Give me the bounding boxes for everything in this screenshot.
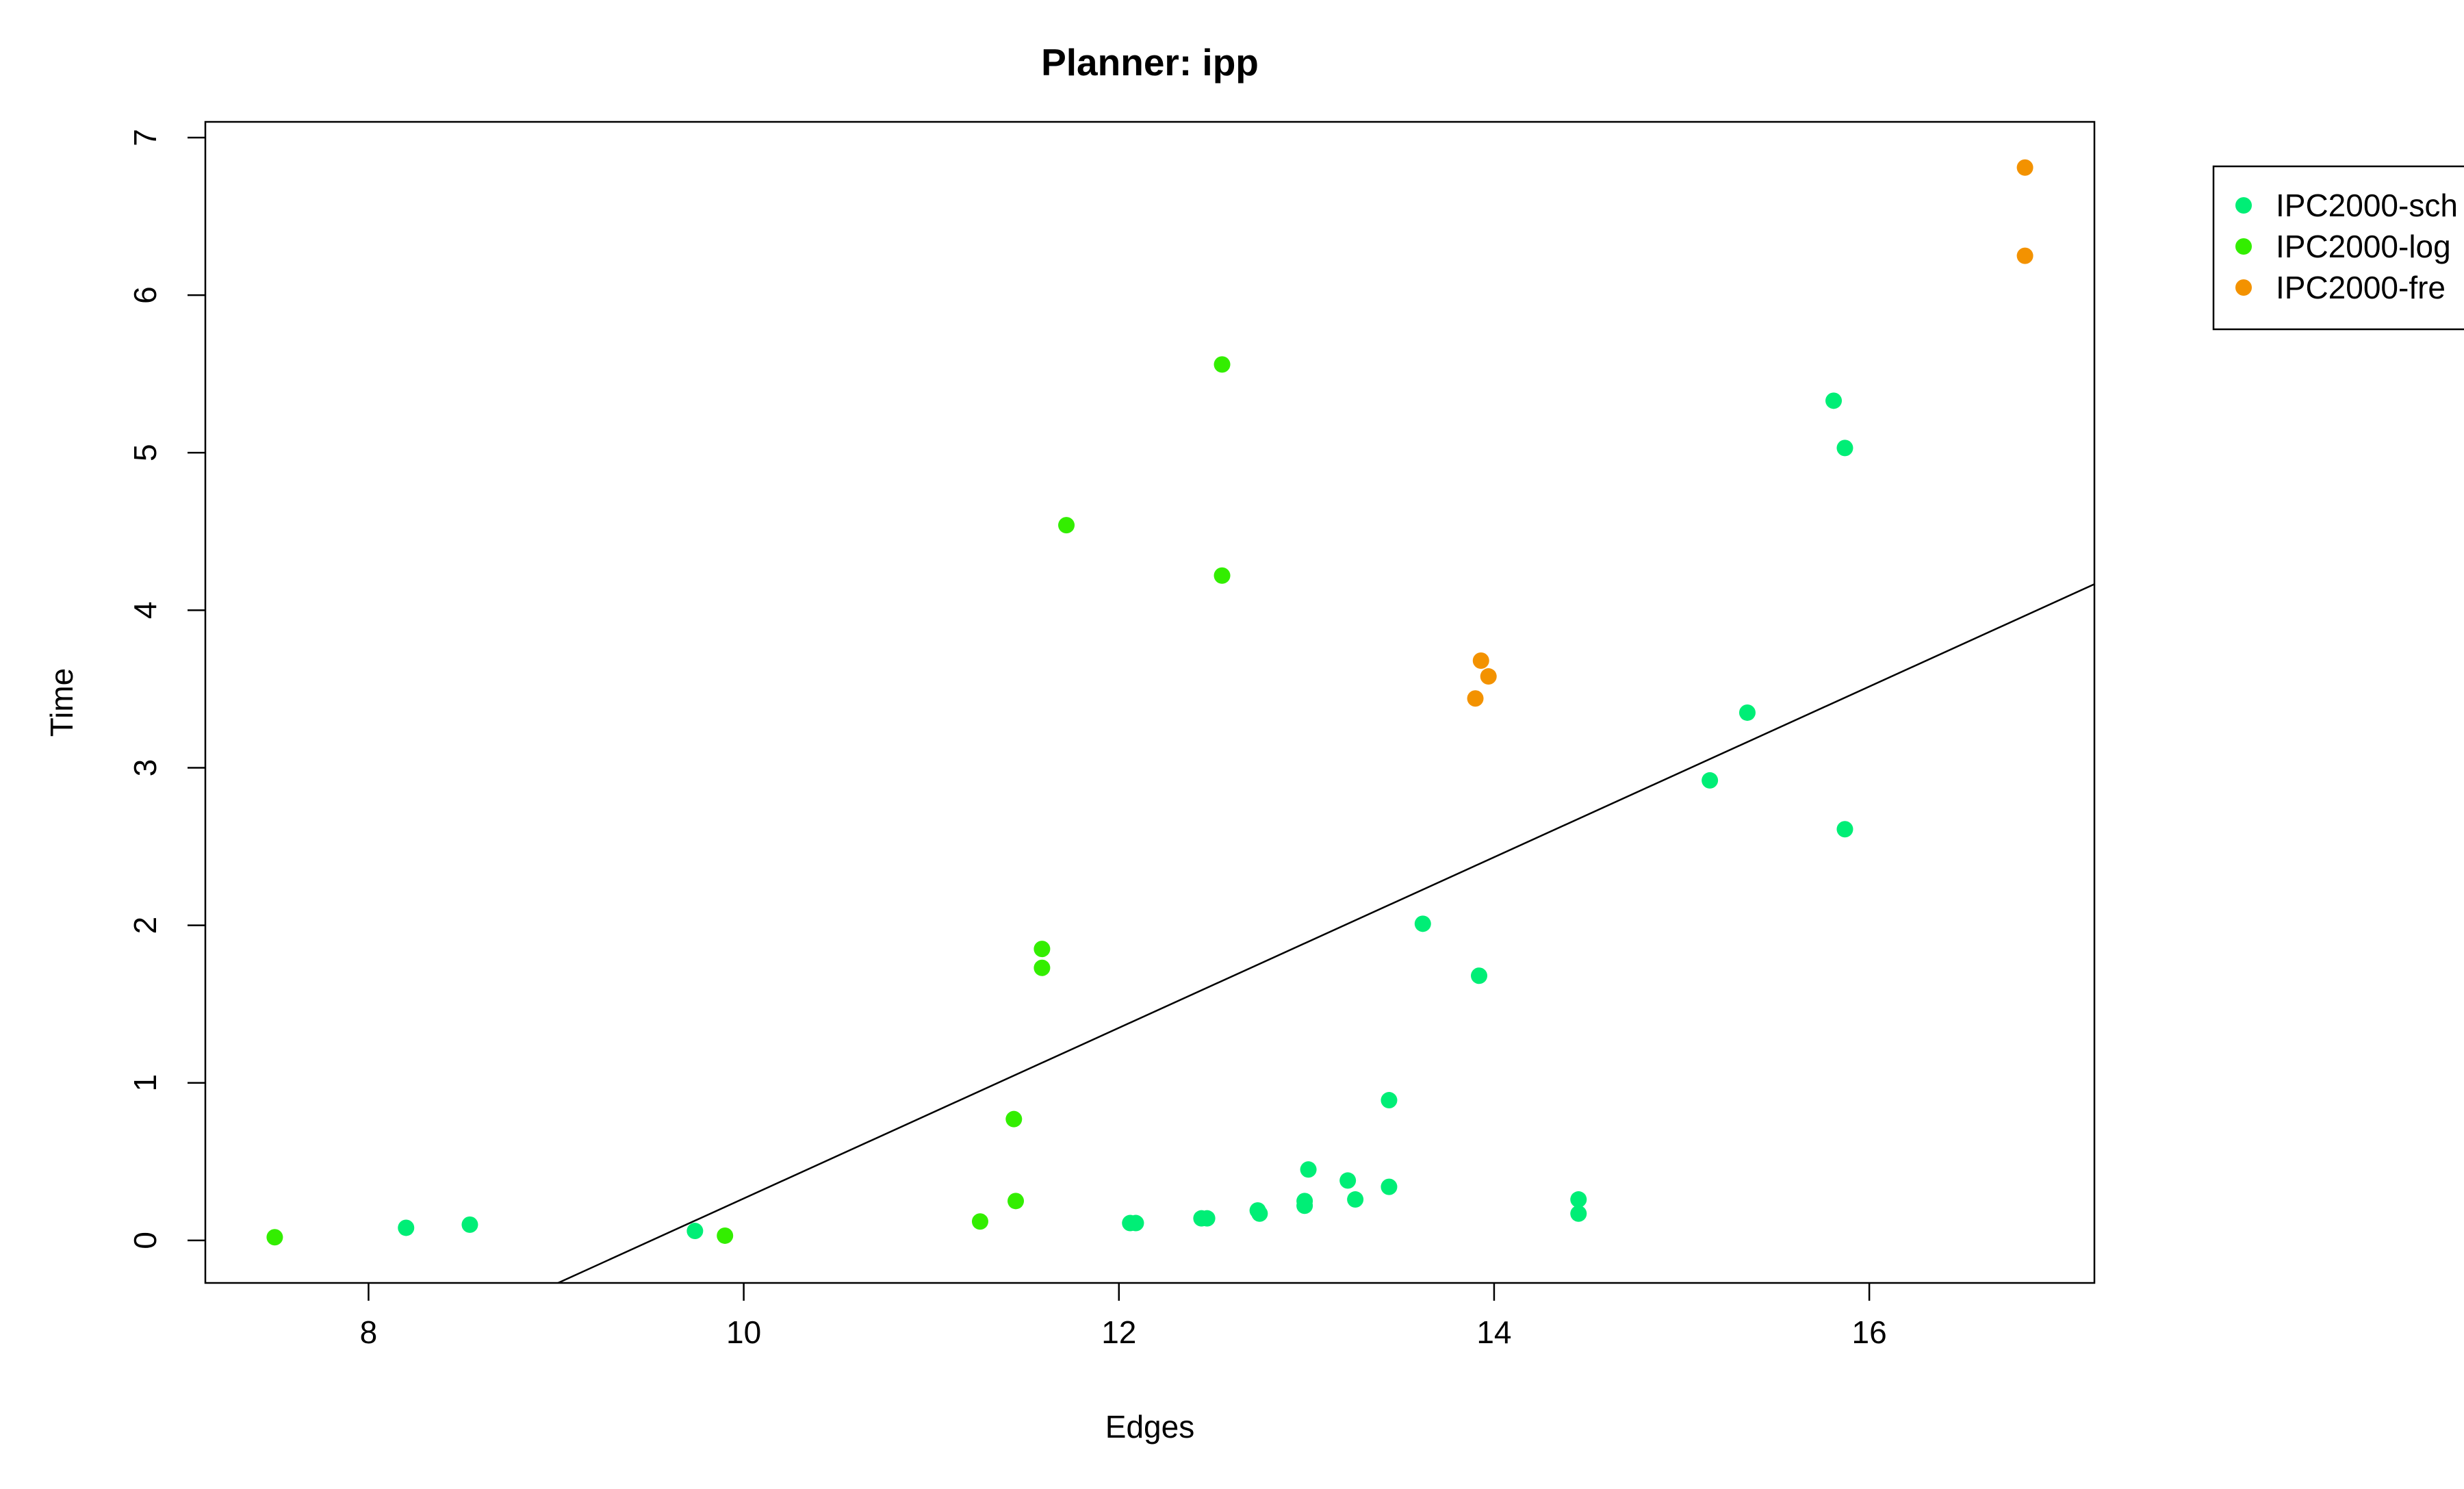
point-log xyxy=(1034,941,1051,958)
point-sch xyxy=(686,1223,704,1240)
y-tick-label: 1 xyxy=(127,1074,163,1092)
point-log xyxy=(1214,567,1231,584)
point-sch xyxy=(1471,967,1488,984)
point-log xyxy=(266,1229,283,1246)
point-log xyxy=(1214,356,1231,373)
legend-box xyxy=(2212,165,2464,331)
y-tick-label: 4 xyxy=(127,602,163,620)
x-tick-label: 14 xyxy=(1476,1314,1511,1350)
point-sch xyxy=(1339,1172,1357,1189)
point-sch xyxy=(1414,915,1431,932)
legend-label-fre: IPC2000-fre xyxy=(2276,270,2446,305)
point-sch xyxy=(1198,1210,1216,1227)
point-fre xyxy=(2016,159,2033,176)
legend-marker-sch xyxy=(2235,197,2252,214)
point-log xyxy=(971,1213,988,1230)
x-tick-label: 10 xyxy=(726,1314,761,1350)
legend-label-sch: IPC2000-sch xyxy=(2276,188,2458,223)
regression-line-group xyxy=(556,583,2094,1283)
point-sch xyxy=(1127,1214,1144,1232)
point-sch xyxy=(461,1216,478,1233)
point-log xyxy=(1005,1110,1023,1128)
point-fre xyxy=(1467,690,1484,707)
point-log xyxy=(1058,517,1075,534)
point-sch xyxy=(1836,821,1853,838)
chart-title: Planner: ipp xyxy=(1041,41,1259,84)
regression-line xyxy=(556,583,2094,1283)
legend-marker-fre xyxy=(2235,279,2252,296)
point-sch xyxy=(1300,1161,1317,1178)
point-sch xyxy=(1381,1178,1398,1195)
x-tick-label: 8 xyxy=(360,1314,378,1350)
point-sch xyxy=(1570,1205,1587,1222)
y-tick-label: 7 xyxy=(127,129,163,147)
point-fre xyxy=(2016,247,2033,264)
point-sch xyxy=(1702,772,1719,789)
y-tick-label: 2 xyxy=(127,917,163,934)
y-tick-label: 5 xyxy=(127,444,163,461)
y-tick-label: 3 xyxy=(127,759,163,777)
point-sch xyxy=(1381,1092,1398,1109)
point-fre xyxy=(1480,668,1497,685)
point-sch xyxy=(1836,440,1853,457)
legend-label-log: IPC2000-log xyxy=(2276,229,2451,264)
point-sch xyxy=(1738,704,1756,721)
y-tick-label: 0 xyxy=(127,1232,163,1249)
x-tick-label: 12 xyxy=(1101,1314,1136,1350)
y-tick-label: 6 xyxy=(127,286,163,304)
point-log xyxy=(1008,1193,1025,1210)
legend-marker-log xyxy=(2235,238,2252,255)
legend: IPC2000-sch IPC2000-log IPC2000-fre xyxy=(2212,165,2464,331)
point-log xyxy=(1034,959,1051,976)
y-axis: 0 1 2 3 4 5 6 7 xyxy=(127,129,205,1249)
point-sch xyxy=(1347,1191,1364,1208)
x-tick-label: 16 xyxy=(1852,1314,1887,1350)
x-axis-label: Edges xyxy=(1105,1409,1194,1445)
point-sch xyxy=(1825,392,1843,409)
data-points xyxy=(266,159,2033,1246)
point-log xyxy=(717,1227,734,1244)
x-axis: 8 10 12 14 16 xyxy=(360,1283,1887,1350)
point-sch xyxy=(1251,1205,1268,1222)
point-sch xyxy=(398,1219,415,1236)
point-fre xyxy=(1472,652,1489,670)
y-axis-label: Time xyxy=(44,668,79,737)
plot-area-frame xyxy=(204,120,2096,1284)
point-sch xyxy=(1570,1191,1587,1208)
point-sch xyxy=(1296,1193,1313,1210)
